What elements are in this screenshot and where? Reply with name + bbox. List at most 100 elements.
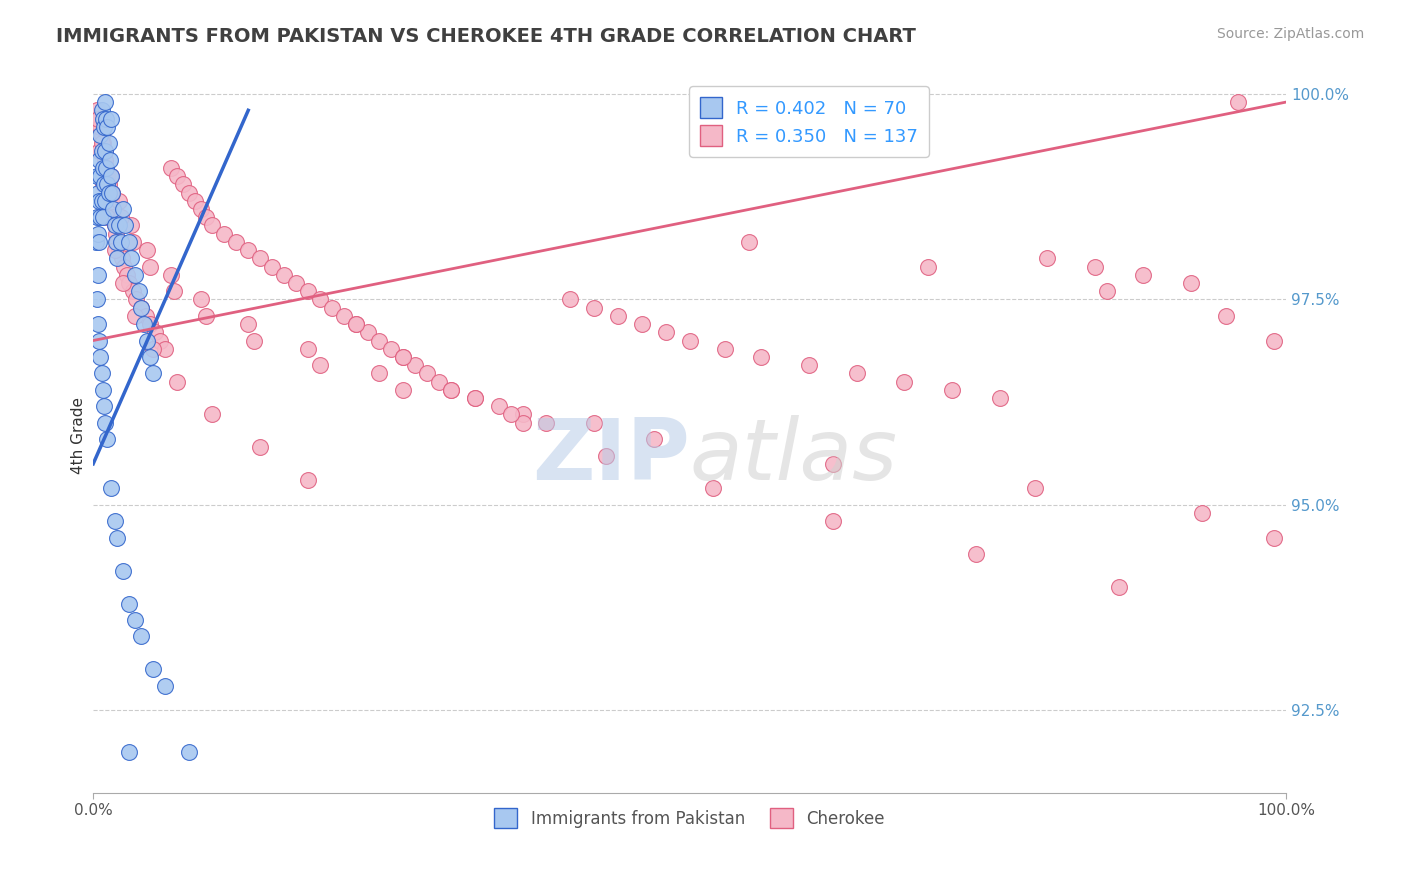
- Point: [100, 482, 122, 496]
- Point: [96, 161, 118, 175]
- Point: [93, 178, 115, 192]
- Point: [100, 169, 122, 183]
- Point: [344, 317, 367, 331]
- Point: [90, 194, 112, 208]
- Point: [749, 350, 772, 364]
- Point: [108, 219, 131, 233]
- Point: [163, 284, 186, 298]
- Point: [941, 383, 963, 397]
- Point: [118, 235, 141, 249]
- Point: [96, 432, 118, 446]
- Point: [103, 202, 125, 216]
- Point: [93, 145, 115, 159]
- Point: [135, 334, 157, 348]
- Point: [124, 268, 146, 282]
- Point: [96, 210, 118, 224]
- Point: [89, 210, 111, 224]
- Point: [917, 260, 939, 274]
- Point: [142, 367, 165, 381]
- Point: [87, 227, 110, 241]
- Point: [87, 112, 110, 126]
- Point: [201, 408, 224, 422]
- Point: [86, 210, 108, 224]
- Point: [115, 268, 138, 282]
- Point: [308, 293, 330, 307]
- Point: [111, 202, 134, 216]
- Point: [101, 186, 124, 200]
- Point: [97, 178, 120, 192]
- Point: [368, 334, 391, 348]
- Point: [1095, 284, 1118, 298]
- Point: [104, 514, 127, 528]
- Point: [427, 375, 450, 389]
- Point: [560, 293, 582, 307]
- Point: [499, 408, 522, 422]
- Point: [332, 309, 354, 323]
- Point: [110, 210, 132, 224]
- Point: [114, 219, 136, 233]
- Point: [121, 284, 143, 298]
- Point: [190, 202, 212, 216]
- Point: [988, 391, 1011, 405]
- Point: [177, 745, 200, 759]
- Point: [1108, 580, 1130, 594]
- Legend: Immigrants from Pakistan, Cherokee: Immigrants from Pakistan, Cherokee: [488, 802, 891, 834]
- Point: [94, 194, 117, 208]
- Point: [89, 120, 111, 134]
- Point: [90, 103, 112, 118]
- Point: [101, 202, 124, 216]
- Point: [87, 268, 110, 282]
- Point: [464, 391, 486, 405]
- Point: [183, 194, 205, 208]
- Point: [195, 309, 218, 323]
- Point: [111, 252, 134, 266]
- Point: [512, 408, 534, 422]
- Point: [89, 153, 111, 167]
- Point: [124, 613, 146, 627]
- Point: [464, 391, 486, 405]
- Point: [96, 169, 118, 183]
- Point: [702, 482, 724, 496]
- Point: [512, 416, 534, 430]
- Point: [143, 326, 166, 340]
- Point: [214, 227, 236, 241]
- Point: [96, 178, 118, 192]
- Point: [297, 284, 319, 298]
- Point: [86, 103, 108, 118]
- Text: atlas: atlas: [689, 415, 897, 498]
- Point: [96, 120, 118, 134]
- Point: [101, 186, 124, 200]
- Point: [89, 112, 111, 126]
- Point: [90, 128, 112, 142]
- Point: [166, 375, 188, 389]
- Point: [111, 564, 134, 578]
- Point: [166, 169, 188, 183]
- Point: [94, 95, 117, 109]
- Point: [308, 358, 330, 372]
- Text: Source: ZipAtlas.com: Source: ZipAtlas.com: [1216, 27, 1364, 41]
- Point: [243, 334, 266, 348]
- Point: [89, 235, 111, 249]
- Point: [392, 383, 415, 397]
- Point: [321, 301, 343, 315]
- Point: [104, 227, 127, 241]
- Point: [129, 630, 152, 644]
- Point: [404, 358, 426, 372]
- Point: [488, 399, 510, 413]
- Point: [91, 178, 114, 192]
- Point: [94, 416, 117, 430]
- Point: [380, 342, 402, 356]
- Point: [100, 112, 122, 126]
- Point: [536, 416, 558, 430]
- Point: [120, 219, 142, 233]
- Point: [297, 473, 319, 487]
- Point: [118, 276, 141, 290]
- Point: [98, 153, 121, 167]
- Point: [249, 441, 271, 455]
- Point: [893, 375, 915, 389]
- Point: [738, 235, 761, 249]
- Point: [135, 243, 157, 257]
- Point: [90, 136, 112, 151]
- Point: [392, 350, 415, 364]
- Point: [97, 186, 120, 200]
